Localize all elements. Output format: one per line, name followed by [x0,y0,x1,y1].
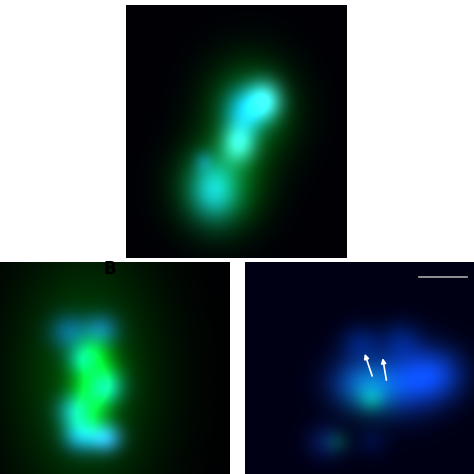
Text: B: B [103,260,116,278]
